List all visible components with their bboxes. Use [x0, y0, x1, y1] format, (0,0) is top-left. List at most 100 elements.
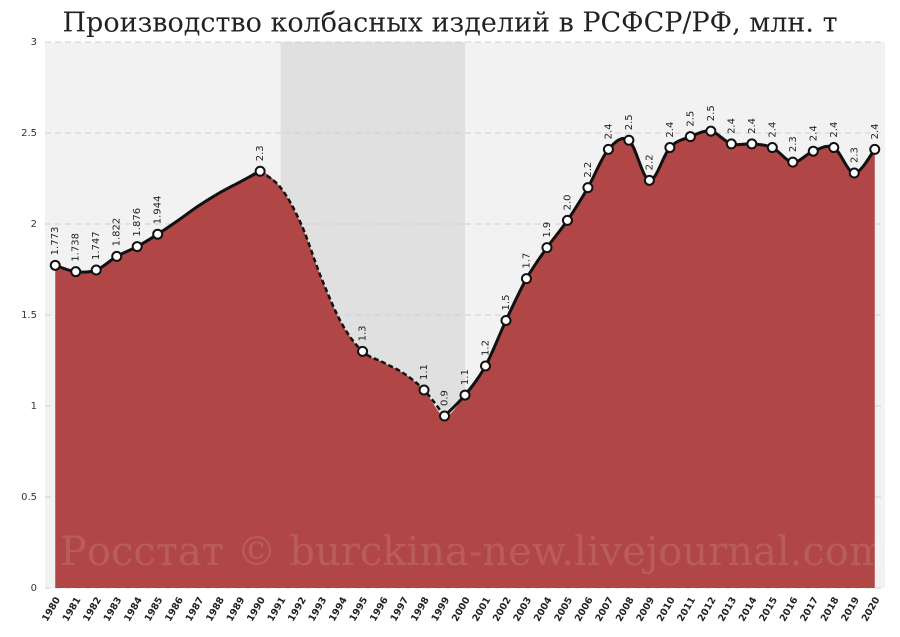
value-label: 2.0 — [562, 194, 573, 210]
value-label: 2.4 — [870, 123, 881, 139]
value-label: 2.5 — [706, 105, 717, 121]
y-tick-label: 2.5 — [21, 128, 37, 139]
x-tick-label: 2018 — [819, 595, 842, 624]
x-tick-label: 1983 — [102, 595, 125, 623]
marker — [70, 266, 82, 278]
value-label: 1.773 — [50, 227, 61, 256]
marker — [90, 264, 102, 276]
line — [443, 129, 876, 418]
x-tick-label: 1988 — [204, 595, 227, 624]
value-label: 1.738 — [71, 233, 82, 262]
value-label: 2.5 — [624, 114, 635, 130]
value-label: 2.3 — [849, 147, 860, 163]
x-tick-label: 1985 — [143, 595, 166, 623]
x-tick-label: 2019 — [839, 595, 862, 623]
x-tick-label: 1984 — [122, 595, 145, 624]
x-tick-label: 2011 — [675, 595, 698, 623]
marker — [439, 410, 451, 422]
marker — [643, 174, 655, 186]
value-label: 1.822 — [112, 218, 123, 247]
marker — [520, 273, 532, 285]
value-label: 2.4 — [665, 122, 676, 138]
marker — [49, 259, 61, 271]
value-label: 2.2 — [644, 154, 655, 170]
value-label: 2.4 — [808, 125, 819, 141]
y-tick-label: 0 — [31, 583, 37, 594]
marker — [787, 156, 799, 168]
marker — [869, 143, 881, 155]
y-tick-label: 2 — [31, 219, 37, 230]
value-label: 1.876 — [132, 208, 143, 237]
x-tick-label: 2010 — [655, 595, 678, 624]
x-tick-label: 1994 — [327, 595, 350, 624]
marker — [848, 167, 860, 179]
value-label: 2.3 — [255, 145, 266, 161]
x-tick-label: 2008 — [614, 595, 637, 624]
x-tick-label: 1986 — [163, 595, 186, 624]
value-label: 2.3 — [788, 136, 799, 152]
value-label: 1.5 — [501, 295, 512, 311]
marker — [459, 389, 471, 401]
x-tick-label: 1980 — [40, 595, 63, 624]
marker — [582, 182, 594, 194]
x-tick-label: 1991 — [266, 595, 289, 623]
value-label: 1.747 — [91, 231, 102, 260]
marker — [828, 142, 840, 154]
y-tick-label: 1.5 — [21, 310, 37, 321]
value-label: 1.1 — [460, 369, 471, 385]
x-tick-label: 2020 — [860, 595, 883, 624]
marker — [254, 165, 266, 177]
value-label: 2.4 — [829, 122, 840, 138]
x-tick-label: 2004 — [532, 595, 555, 624]
marker — [541, 242, 553, 254]
x-tick-label: 2009 — [634, 595, 657, 623]
y-tick-label: 0.5 — [21, 492, 37, 503]
x-tick-label: 2007 — [593, 595, 616, 623]
x-tick-label: 2000 — [450, 595, 473, 624]
x-tick-label: 2012 — [696, 595, 719, 623]
value-label: 1.944 — [153, 196, 164, 225]
x-tick-label: 1995 — [348, 595, 371, 623]
x-tick-label: 2016 — [778, 595, 801, 624]
value-label: 2.4 — [767, 122, 778, 138]
marker — [357, 345, 369, 357]
y-tick-label: 3 — [31, 37, 37, 48]
x-tick-label: 1999 — [430, 595, 453, 623]
value-label: 1.7 — [521, 253, 532, 269]
x-tick-label: 1997 — [389, 595, 412, 623]
value-label: 0.9 — [440, 390, 451, 406]
marker — [418, 384, 430, 396]
marker — [500, 314, 512, 326]
x-tick-label: 1992 — [286, 595, 309, 623]
value-label: 2.5 — [685, 111, 696, 127]
marker — [705, 125, 717, 137]
value-label: 1.2 — [480, 340, 491, 356]
marker — [684, 131, 696, 143]
marker — [725, 138, 737, 150]
chart-title: Производство колбасных изделий в РСФСР/Р… — [62, 8, 837, 39]
line-dashed — [259, 170, 446, 417]
value-label: 1.9 — [542, 222, 553, 238]
area — [55, 130, 875, 589]
x-tick-label: 2003 — [511, 595, 534, 623]
x-tick-label: 2006 — [573, 595, 596, 624]
value-label: 2.4 — [603, 123, 614, 139]
marker — [479, 360, 491, 372]
x-tick-label: 2014 — [737, 595, 760, 624]
value-label: 2.4 — [747, 118, 758, 134]
x-tick-label: 2001 — [470, 595, 493, 623]
watermark: Росстат © burckina-new.livejournal.com — [60, 529, 887, 575]
marker — [746, 138, 758, 150]
marker — [664, 142, 676, 154]
x-tick-label: 1982 — [81, 595, 104, 623]
marker — [807, 145, 819, 157]
x-tick-label: 1990 — [245, 595, 268, 624]
marker — [111, 250, 123, 262]
x-tick-label: 2002 — [491, 595, 514, 623]
marker — [131, 241, 143, 253]
marker — [623, 134, 635, 146]
value-label: 1.3 — [358, 325, 369, 341]
x-tick-label: 2013 — [716, 595, 739, 623]
